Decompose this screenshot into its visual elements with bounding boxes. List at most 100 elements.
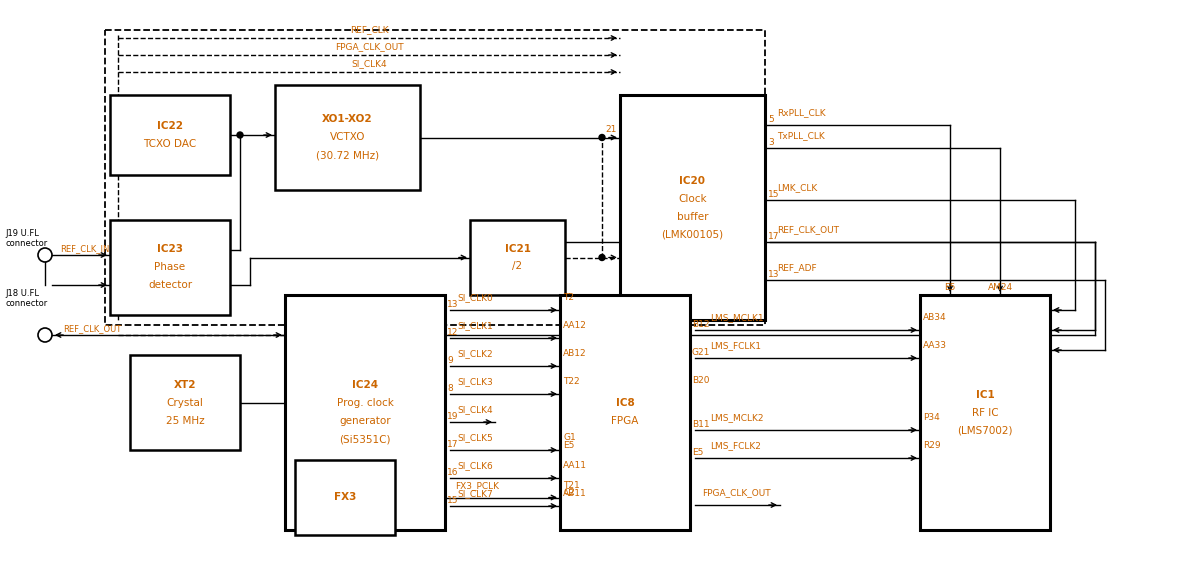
Text: B20: B20 — [692, 376, 709, 385]
Text: REF_CLK_OUT: REF_CLK_OUT — [64, 324, 121, 333]
Text: C2: C2 — [563, 488, 575, 497]
Text: LMS_FCLK1: LMS_FCLK1 — [710, 341, 761, 350]
Text: 16: 16 — [446, 468, 458, 477]
Text: B12: B12 — [692, 320, 709, 329]
Text: FPGA: FPGA — [611, 416, 638, 427]
Text: T2: T2 — [563, 293, 574, 302]
Bar — [275, 85, 420, 190]
Bar — [130, 355, 240, 450]
Bar — [295, 460, 395, 535]
Text: E5: E5 — [563, 441, 575, 450]
Text: detector: detector — [148, 280, 192, 291]
Text: generator: generator — [340, 416, 391, 427]
Text: 13: 13 — [446, 300, 458, 309]
Text: FX3: FX3 — [334, 493, 356, 502]
Bar — [110, 220, 230, 315]
Text: RF IC: RF IC — [972, 408, 998, 417]
Text: /2: /2 — [512, 262, 522, 271]
Text: AM24: AM24 — [988, 283, 1013, 292]
Text: XT2: XT2 — [174, 380, 197, 389]
Text: 12: 12 — [446, 328, 458, 337]
Text: REF_ADF: REF_ADF — [778, 263, 817, 272]
Text: AA11: AA11 — [563, 461, 587, 470]
Circle shape — [599, 255, 605, 260]
Circle shape — [238, 132, 242, 138]
Text: AB12: AB12 — [563, 349, 587, 358]
Text: Phase: Phase — [155, 263, 186, 272]
Text: G1: G1 — [563, 433, 576, 442]
Text: buffer: buffer — [677, 211, 708, 222]
Text: RxPLL_CLK: RxPLL_CLK — [778, 108, 826, 117]
Text: REF_CLK_IN: REF_CLK_IN — [60, 244, 109, 253]
Text: (Si5351C): (Si5351C) — [340, 435, 391, 444]
Text: FPGA_CLK_OUT: FPGA_CLK_OUT — [702, 488, 770, 497]
Text: 19: 19 — [446, 412, 458, 421]
Text: SI_CLK4: SI_CLK4 — [352, 59, 386, 68]
Text: AA12: AA12 — [563, 321, 587, 330]
Text: SI_CLK0: SI_CLK0 — [457, 293, 493, 302]
Text: SI_CLK1: SI_CLK1 — [457, 321, 493, 330]
Bar — [620, 95, 766, 320]
Text: REF_CLK: REF_CLK — [349, 25, 389, 34]
Text: 25 MHz: 25 MHz — [166, 416, 204, 425]
Text: IC22: IC22 — [157, 121, 182, 131]
Text: P34: P34 — [923, 413, 940, 422]
Text: LMK_CLK: LMK_CLK — [778, 183, 817, 192]
Text: 17: 17 — [768, 232, 780, 241]
Text: 15: 15 — [768, 190, 780, 199]
Text: (LMS7002): (LMS7002) — [958, 425, 1013, 436]
Text: LMS_MCLK2: LMS_MCLK2 — [710, 413, 763, 422]
Text: IC23: IC23 — [157, 244, 182, 255]
Text: LMS_MCLK1: LMS_MCLK1 — [710, 313, 763, 322]
Bar — [920, 295, 1050, 530]
Text: connector: connector — [5, 299, 47, 308]
Text: SI_CLK2: SI_CLK2 — [457, 349, 493, 358]
Bar — [560, 295, 690, 530]
Text: R29: R29 — [923, 441, 941, 450]
Text: E5: E5 — [692, 448, 703, 457]
Text: Clock: Clock — [678, 194, 707, 203]
Text: 17: 17 — [446, 440, 458, 449]
Text: AA33: AA33 — [923, 341, 947, 350]
Text: 13: 13 — [768, 270, 780, 279]
Text: AB11: AB11 — [563, 489, 587, 498]
Text: IC8: IC8 — [616, 399, 635, 408]
Text: REF_CLK_OUT: REF_CLK_OUT — [778, 225, 839, 234]
Text: B11: B11 — [692, 420, 709, 429]
Text: SI_CLK6: SI_CLK6 — [457, 461, 493, 470]
Text: Prog. clock: Prog. clock — [336, 399, 394, 408]
Text: 5: 5 — [768, 115, 774, 124]
Text: 15: 15 — [446, 496, 458, 505]
Text: 21: 21 — [606, 126, 617, 135]
Circle shape — [599, 135, 605, 140]
Text: SI_CLK5: SI_CLK5 — [457, 433, 493, 442]
Text: XO1-XO2: XO1-XO2 — [322, 115, 373, 124]
Text: TxPLL_CLK: TxPLL_CLK — [778, 131, 824, 140]
Text: 9: 9 — [446, 356, 452, 365]
Text: IC20: IC20 — [679, 175, 706, 186]
Text: VCTXO: VCTXO — [330, 132, 365, 143]
Text: SI_CLK7: SI_CLK7 — [457, 489, 493, 498]
Text: AB34: AB34 — [923, 313, 947, 322]
Text: E5: E5 — [944, 283, 955, 292]
Text: (LMK00105): (LMK00105) — [661, 230, 724, 239]
Text: J19 U.FL: J19 U.FL — [5, 228, 38, 238]
Bar — [110, 95, 230, 175]
Text: TCXO DAC: TCXO DAC — [143, 139, 197, 149]
Bar — [286, 295, 445, 530]
Text: 8: 8 — [446, 384, 452, 393]
Text: (30.72 MHz): (30.72 MHz) — [316, 151, 379, 160]
Text: IC21: IC21 — [504, 243, 530, 254]
Text: IC1: IC1 — [976, 389, 995, 400]
Bar — [106, 30, 766, 325]
Bar — [470, 220, 565, 295]
Text: T21: T21 — [563, 481, 580, 490]
Text: G21: G21 — [692, 348, 710, 357]
Text: FPGA_CLK_OUT: FPGA_CLK_OUT — [335, 42, 403, 51]
Text: SI_CLK3: SI_CLK3 — [457, 377, 493, 386]
Text: connector: connector — [5, 239, 47, 248]
Text: FX3_PCLK: FX3_PCLK — [456, 481, 499, 490]
Text: J18 U.FL: J18 U.FL — [5, 288, 38, 297]
Text: Crystal: Crystal — [167, 397, 204, 408]
Text: SI_CLK4: SI_CLK4 — [457, 405, 493, 414]
